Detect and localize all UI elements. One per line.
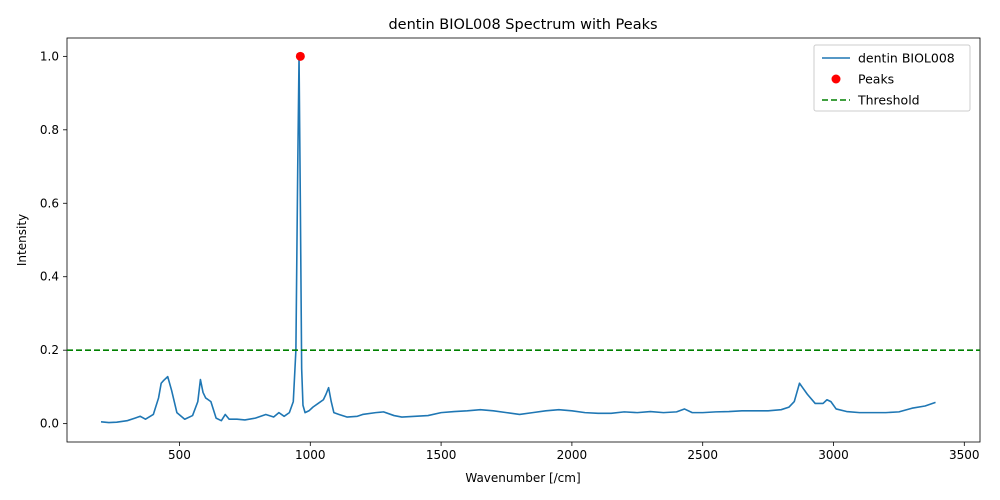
- plot-area: 500 1000 1500 2000 2500 3000 3500 0.0 0.2 0.4 0.6 0…: [40, 37, 981, 462]
- legend-label: Threshold: [857, 93, 920, 108]
- y-axis-label: Intensity: [15, 214, 29, 266]
- peak-point: [295, 51, 305, 61]
- x-tick-label: 3500: [949, 448, 980, 462]
- x-tick-label: 2500: [687, 448, 718, 462]
- x-tick-label: 3000: [818, 448, 849, 462]
- y-tick-label: 0.2: [40, 343, 59, 357]
- x-axis-label: Wavenumber [/cm]: [465, 471, 580, 485]
- x-tick-label: 1500: [426, 448, 457, 462]
- y-tick-label: 0.6: [40, 196, 59, 210]
- legend-label: Peaks: [858, 72, 894, 87]
- y-tick-label: 0.0: [40, 417, 59, 431]
- y-tick-label: 0.8: [40, 123, 59, 137]
- chart-title: dentin BIOL008 Spectrum with Peaks: [388, 17, 657, 33]
- series-line-spectrum: [100, 55, 936, 424]
- legend-swatch-marker: [831, 74, 841, 84]
- legend-label: dentin BIOL008: [858, 51, 955, 66]
- legend-box: [813, 44, 971, 112]
- y-tick-label: 0.4: [40, 270, 59, 284]
- axes-frame: [66, 37, 981, 443]
- legend: dentin BIOL008 Peaks Threshold: [813, 44, 971, 112]
- x-tick-label: 2000: [557, 448, 588, 462]
- y-tick-label: 1.0: [40, 49, 59, 63]
- x-tick-label: 500: [168, 448, 191, 462]
- x-tick-label: 1000: [295, 448, 326, 462]
